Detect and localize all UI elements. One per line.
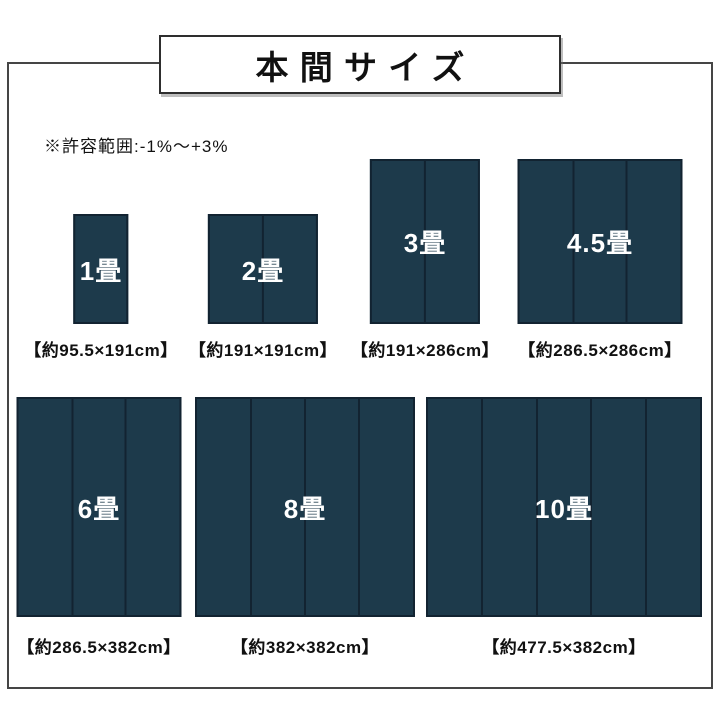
mat-panel-seam: [261, 216, 264, 322]
mat-size-label: 2畳: [241, 255, 285, 286]
mat-panel-seam: [535, 399, 538, 615]
mat-item-8jo: 8畳【約382×382cm】: [195, 397, 415, 658]
mat-dimension-text: 【約191×191cm】: [188, 341, 338, 360]
tolerance-note: ※許容範囲:-1%〜+3%: [44, 137, 229, 156]
mat-dimension-text: 【約286.5×286cm】: [518, 341, 682, 360]
mat-rect-3jo: 3畳: [369, 159, 480, 324]
mat-panel-seam: [644, 399, 647, 615]
mat-size-label: 8畳: [283, 493, 327, 524]
mat-item-10jo: 10畳【約477.5×382cm】: [426, 397, 702, 658]
title-box: 本間サイズ: [159, 35, 561, 94]
mat-item-2jo: 2畳【約191×191cm】: [189, 214, 337, 361]
mat-panel-seam: [124, 399, 127, 615]
mat-dimension-text: 【約286.5×382cm】: [17, 638, 181, 657]
page-title: 本間サイズ: [255, 48, 476, 86]
mat-dimension-text: 【約191×286cm】: [350, 341, 500, 360]
mat-item-3jo: 3畳【約191×286cm】: [351, 159, 499, 361]
mat-panel-seam: [423, 161, 426, 322]
mat-rect-4.5jo: 4.5畳: [517, 159, 683, 324]
mat-dimension-text: 【約95.5×191cm】: [24, 341, 178, 360]
mat-item-4.5jo: 4.5畳【約286.5×286cm】: [517, 159, 683, 361]
mat-rect-6jo: 6畳: [16, 397, 182, 617]
mat-panel-seam: [590, 399, 593, 615]
mat-item-6jo: 6畳【約286.5×382cm】: [16, 397, 182, 658]
mat-rect-2jo: 2畳: [207, 214, 318, 324]
mat-size-label: 1畳: [79, 255, 123, 286]
mat-dimension-text: 【約477.5×382cm】: [482, 638, 646, 657]
mat-panel-seam: [572, 161, 575, 322]
mat-size-label: 10畳: [535, 493, 593, 524]
mat-panel-seam: [304, 399, 306, 615]
mat-rect-1jo: 1畳: [73, 214, 129, 324]
mat-panel-seam: [71, 399, 74, 615]
mat-size-label: 4.5畳: [566, 228, 634, 258]
mat-panel-seam: [358, 399, 360, 615]
mat-dimension-text: 【約382×382cm】: [230, 638, 380, 657]
mat-size-label: 6畳: [77, 493, 121, 524]
mat-item-1jo: 1畳【約95.5×191cm】: [24, 214, 177, 361]
mat-panel-seam: [625, 161, 628, 322]
mat-panel-seam: [481, 399, 484, 615]
mat-rect-8jo: 8畳: [195, 397, 415, 617]
mat-panel-seam: [250, 399, 252, 615]
mat-rect-10jo: 10畳: [426, 397, 702, 617]
mat-size-label: 3畳: [403, 228, 447, 258]
